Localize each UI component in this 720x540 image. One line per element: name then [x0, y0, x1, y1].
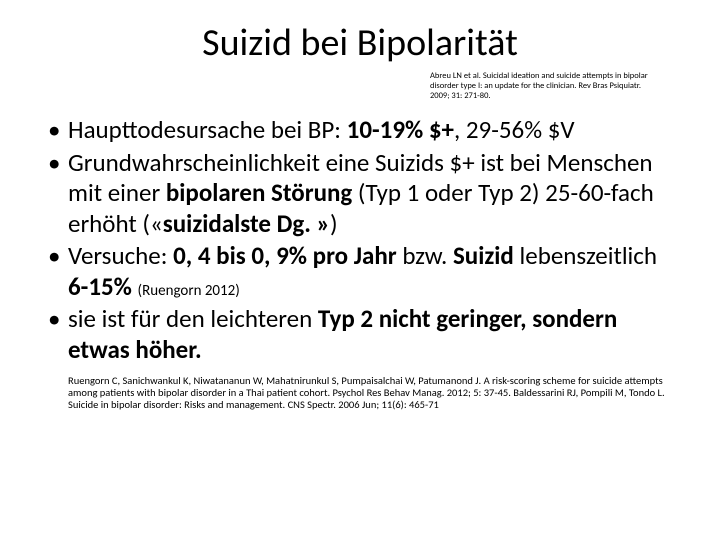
- text: sie ist für den leichteren: [68, 303, 318, 334]
- bullet-list: Haupttodesursache bei BP: 10-19% $+, 29-…: [40, 115, 680, 365]
- bullet-item: Haupttodesursache bei BP: 10-19% $+, 29-…: [48, 115, 680, 146]
- text-bold: 0, 4 bis 0, 9% pro Jahr: [173, 240, 397, 271]
- text-bold: Suizid: [453, 240, 520, 271]
- slide-title: Suizid bei Bipolarität: [40, 20, 680, 66]
- bottom-citation: Ruengorn C, Sanichwankul K, Niwatananun …: [40, 375, 680, 411]
- text-bold: bipolaren Störung: [166, 177, 352, 208]
- text-bold: 10-19% $+: [347, 114, 454, 145]
- bullet-item: Versuche: 0, 4 bis 0, 9% pro Jahr bzw. S…: [48, 241, 680, 302]
- text: lebenszeitlich: [520, 240, 658, 271]
- bullet-item: Grundwahrscheinlichkeit eine Suizids $+ …: [48, 148, 680, 240]
- text: , 29-56% $V: [454, 114, 575, 145]
- text-bold: suizidalste Dg. »: [163, 208, 330, 239]
- bullet-item: sie ist für den leichteren Typ 2 nicht g…: [48, 304, 680, 365]
- text: Versuche:: [68, 240, 173, 271]
- text-bold: 6-15%: [68, 271, 138, 302]
- text: ): [330, 208, 338, 239]
- text: Haupttodesursache bei BP:: [68, 114, 347, 145]
- text-small: (Ruengorn 2012): [138, 282, 240, 300]
- text: bzw.: [397, 240, 453, 271]
- slide: Suizid bei Bipolarität Abreu LN et al. S…: [0, 0, 720, 540]
- top-citation: Abreu LN et al. Suicidal ideation and su…: [430, 72, 650, 101]
